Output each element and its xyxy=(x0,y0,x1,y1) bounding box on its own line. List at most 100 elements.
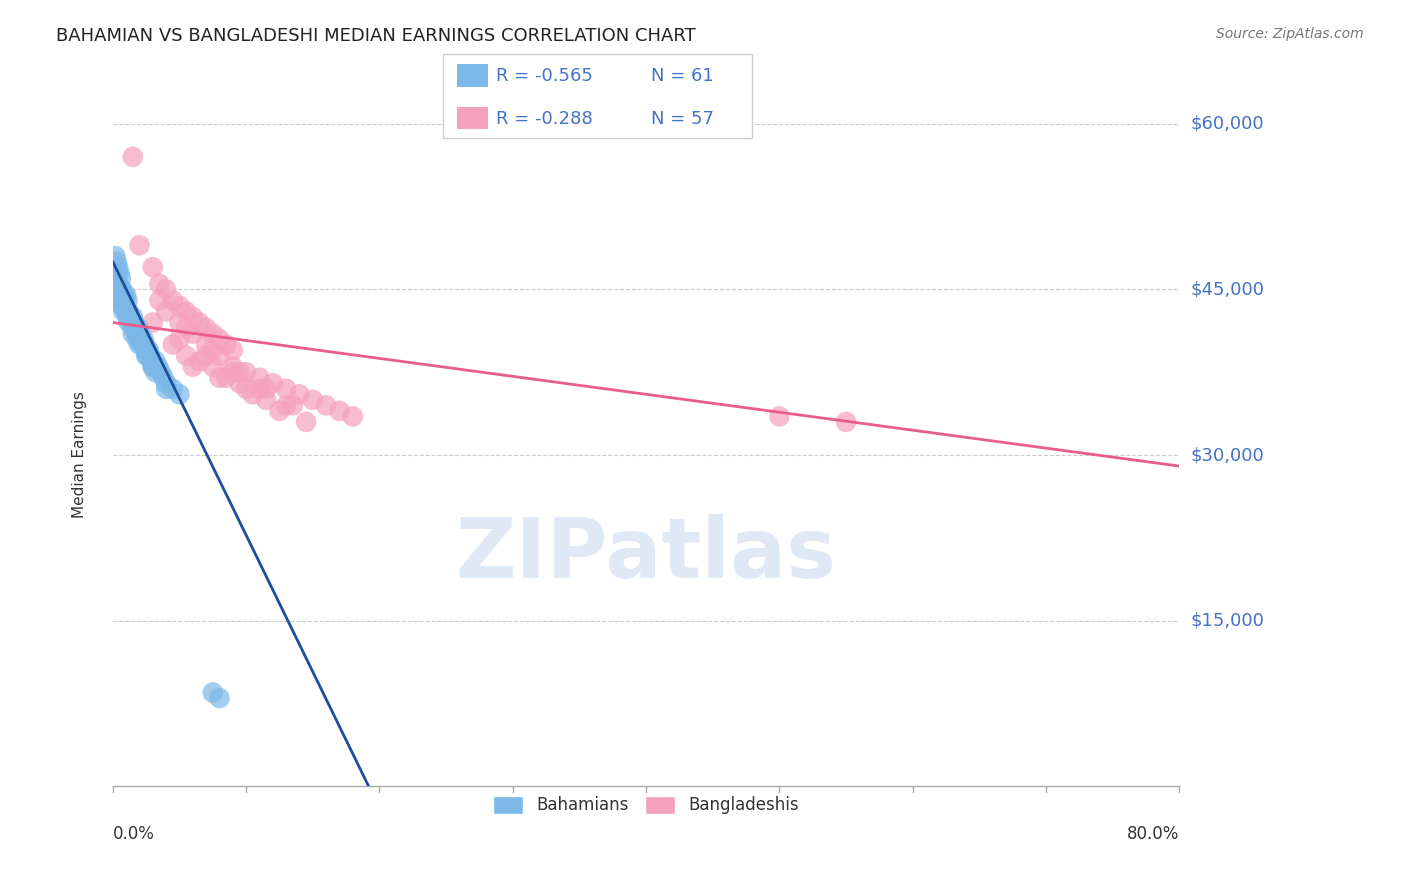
Point xyxy=(117,310,139,324)
Point xyxy=(269,404,291,418)
Point xyxy=(112,299,135,313)
Point xyxy=(169,332,191,346)
Point xyxy=(228,365,250,379)
Point xyxy=(242,387,264,401)
Point xyxy=(195,337,218,351)
Point xyxy=(128,326,150,341)
Point xyxy=(301,392,323,407)
Text: R = -0.565: R = -0.565 xyxy=(496,67,593,85)
Point xyxy=(142,260,165,275)
Point xyxy=(121,150,143,164)
Point xyxy=(181,310,204,324)
Text: N = 57: N = 57 xyxy=(651,110,714,128)
Point xyxy=(135,349,157,363)
Point xyxy=(249,370,271,384)
Text: R = -0.288: R = -0.288 xyxy=(496,110,593,128)
Point xyxy=(162,293,184,308)
Point xyxy=(215,337,238,351)
Point xyxy=(145,354,167,368)
Point xyxy=(134,337,156,351)
Point xyxy=(169,387,191,401)
Point xyxy=(112,304,135,318)
Point xyxy=(169,316,191,330)
Point xyxy=(262,376,284,391)
Point xyxy=(201,343,224,358)
Point xyxy=(120,316,142,330)
Text: $30,000: $30,000 xyxy=(1191,446,1264,464)
Point xyxy=(222,359,245,374)
Text: ZIPatlas: ZIPatlas xyxy=(456,514,837,595)
Point xyxy=(110,282,132,296)
Point xyxy=(201,326,224,341)
Point xyxy=(281,398,304,412)
Point xyxy=(128,337,150,351)
Text: $15,000: $15,000 xyxy=(1191,612,1264,630)
Point xyxy=(208,370,231,384)
Point xyxy=(115,304,138,318)
Point xyxy=(136,349,159,363)
Legend: Bahamians, Bangladeshis: Bahamians, Bangladeshis xyxy=(486,789,806,821)
Point xyxy=(146,359,169,374)
Text: Median Earnings: Median Earnings xyxy=(72,392,87,518)
Point xyxy=(138,343,160,358)
Point xyxy=(149,365,172,379)
Point xyxy=(121,310,143,324)
Point xyxy=(110,271,132,285)
Point xyxy=(122,316,145,330)
Point xyxy=(162,382,184,396)
Point xyxy=(195,349,218,363)
Point xyxy=(129,332,152,346)
Point xyxy=(222,365,245,379)
Point xyxy=(145,365,167,379)
Text: 80.0%: 80.0% xyxy=(1128,825,1180,843)
Text: Source: ZipAtlas.com: Source: ZipAtlas.com xyxy=(1216,27,1364,41)
Point xyxy=(274,398,297,412)
Point xyxy=(135,343,157,358)
Point xyxy=(118,304,141,318)
Point xyxy=(274,382,297,396)
Text: N = 61: N = 61 xyxy=(651,67,714,85)
Point xyxy=(188,316,211,330)
Point xyxy=(328,404,350,418)
Point xyxy=(131,337,153,351)
Point xyxy=(235,382,257,396)
Point xyxy=(215,370,238,384)
Point xyxy=(125,326,148,341)
Point xyxy=(155,304,177,318)
Point xyxy=(107,277,129,291)
Point xyxy=(142,359,165,374)
Point xyxy=(235,365,257,379)
Point xyxy=(208,690,231,705)
Point xyxy=(148,277,170,291)
Point xyxy=(105,254,128,268)
Point xyxy=(228,376,250,391)
Point xyxy=(105,271,128,285)
Point xyxy=(135,343,157,358)
Point xyxy=(121,326,143,341)
Point xyxy=(111,282,134,296)
Point xyxy=(174,304,197,318)
Point xyxy=(139,349,162,363)
Point xyxy=(195,321,218,335)
Point xyxy=(152,370,174,384)
Point xyxy=(108,266,131,280)
Point xyxy=(107,260,129,275)
Point xyxy=(114,299,136,313)
Point xyxy=(181,326,204,341)
Point xyxy=(208,332,231,346)
Point xyxy=(148,293,170,308)
Point xyxy=(141,354,163,368)
Point xyxy=(169,299,191,313)
Point xyxy=(295,415,318,429)
Point xyxy=(125,332,148,346)
Point xyxy=(174,321,197,335)
Point xyxy=(174,349,197,363)
Point xyxy=(288,387,311,401)
Point xyxy=(201,685,224,699)
Point xyxy=(142,359,165,374)
Point xyxy=(342,409,364,424)
Point xyxy=(117,293,139,308)
Point xyxy=(155,282,177,296)
Text: $45,000: $45,000 xyxy=(1191,280,1264,299)
Point xyxy=(155,382,177,396)
